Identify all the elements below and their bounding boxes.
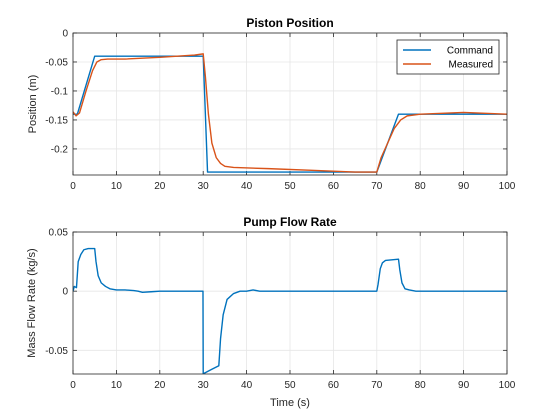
y-axis-label: Mass Flow Rate (kg/s): [26, 248, 38, 357]
x-tick-label: 40: [241, 380, 253, 391]
x-tick-label: 60: [328, 380, 340, 391]
x-tick-label: 80: [415, 380, 427, 391]
x-tick-label: 50: [284, 380, 296, 391]
legend-label-command: Command: [447, 46, 493, 57]
x-tick-label: 100: [499, 380, 516, 391]
x-tick-label: 90: [458, 181, 470, 192]
legend-label-measured: Measured: [449, 60, 493, 71]
x-tick-label: 100: [499, 181, 516, 192]
x-tick-label: 90: [458, 380, 470, 391]
x-tick-label: 80: [415, 181, 427, 192]
x-axis-label: Time (s): [270, 397, 310, 409]
y-tick-label: -0.2: [51, 144, 69, 155]
x-tick-label: 0: [70, 380, 76, 391]
y-tick-label: -0.05: [45, 57, 68, 68]
chart-title: Pump Flow Rate: [243, 215, 337, 229]
x-tick-label: 70: [371, 380, 383, 391]
x-tick-label: 10: [111, 380, 123, 391]
y-tick-label: 0: [62, 287, 68, 298]
x-tick-label: 60: [328, 181, 340, 192]
pump-flow-rate-axes: 0 10 20 30 40 50 60 70 80 90 100 0.05 0 -0.05 Pump Flo…: [26, 215, 516, 409]
legend: Command Measured: [396, 39, 500, 75]
y-tick-label: -0.1: [51, 86, 69, 97]
flow-rate-line: [73, 247, 507, 374]
chart-title: Piston Position: [246, 16, 333, 30]
x-tick-label: 40: [241, 181, 253, 192]
y-tick-label: 0.05: [49, 228, 69, 239]
x-tick-label: 50: [284, 181, 296, 192]
x-tick-label: 20: [154, 380, 166, 391]
legend-box: [396, 39, 500, 75]
axes-box: [72, 231, 508, 375]
axes-box: [72, 32, 508, 176]
series-line-command: [73, 55, 507, 173]
y-tick-label: -0.05: [45, 346, 68, 357]
x-tick-label: 30: [198, 380, 210, 391]
x-tick-label: 10: [111, 181, 123, 192]
series-line-measured: [73, 53, 507, 173]
piston-position-axes: 0 10 20 30 40 50 60 70 80 90 100 0 -0.05 -0.1 -0.15 -0.…: [27, 16, 516, 192]
x-tick-label: 30: [198, 181, 210, 192]
y-tick-label: -0.15: [45, 115, 68, 126]
y-axis-label: Position (m): [27, 75, 39, 134]
y-tick-label: 0: [62, 29, 68, 40]
x-tick-label: 70: [371, 181, 383, 192]
x-tick-label: 0: [70, 181, 76, 192]
x-tick-label: 20: [154, 181, 166, 192]
